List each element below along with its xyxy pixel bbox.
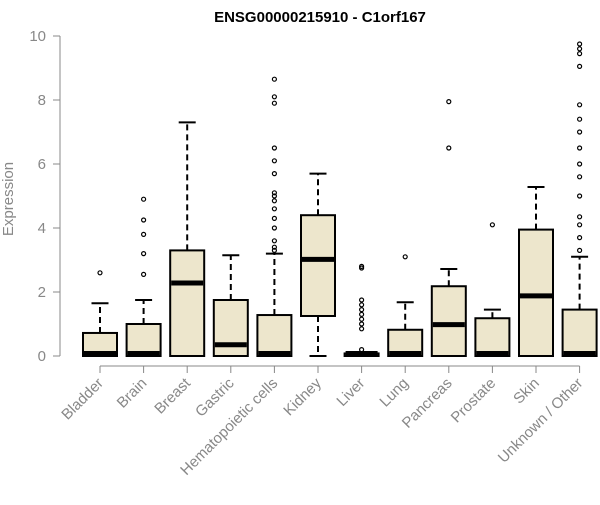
y-tick-label: 4	[38, 220, 46, 237]
outlier-point	[446, 98, 452, 105]
outlier-point	[576, 129, 583, 135]
outlier-point	[359, 326, 365, 332]
box-body	[169, 249, 206, 357]
outlier-point	[576, 63, 583, 70]
outlier-point	[489, 222, 495, 228]
outlier-point	[141, 217, 147, 223]
box-kidney	[300, 172, 336, 357]
outlier-point	[359, 297, 365, 303]
outlier-point	[576, 174, 583, 180]
box-prostate	[474, 222, 511, 357]
outlier-point	[576, 161, 583, 167]
box-liver	[343, 263, 380, 358]
x-tick-label: Skin	[510, 375, 543, 408]
x-tick-label: Liver	[333, 375, 368, 410]
outlier-point	[576, 46, 583, 52]
box-body	[518, 228, 554, 358]
outlier-point	[576, 247, 583, 253]
y-axis: 0 2 4 6 8 10	[29, 28, 61, 365]
box-body	[300, 214, 336, 317]
x-tick-label: Bladder	[58, 375, 107, 424]
outlier-point	[576, 235, 583, 241]
box-series	[82, 41, 598, 358]
outlier-point	[271, 238, 277, 244]
outlier-point	[359, 321, 365, 327]
outlier-point	[576, 222, 583, 228]
outlier-point	[271, 76, 277, 82]
outlier-point	[576, 102, 583, 108]
y-tick-label: 10	[29, 28, 46, 45]
outlier-point	[359, 307, 365, 313]
outlier-point	[446, 145, 452, 151]
y-tick-label: 0	[38, 348, 46, 365]
outlier-point	[141, 251, 147, 257]
outlier-point	[271, 100, 277, 106]
box-body	[430, 285, 467, 357]
x-tick-label: Prostate	[448, 375, 500, 427]
box-body	[125, 323, 162, 357]
outlier-point	[141, 231, 147, 237]
outlier-point	[271, 247, 277, 253]
outlier-point	[359, 347, 365, 353]
x-tick-label: Kidney	[280, 374, 325, 419]
box-brain	[125, 196, 162, 357]
outlier-point	[271, 198, 277, 204]
outlier-point	[271, 215, 277, 221]
outlier-point	[576, 214, 583, 220]
outlier-point	[359, 311, 365, 317]
box-bladder	[82, 270, 118, 357]
box-unknown-other	[561, 41, 598, 358]
box-lung	[387, 254, 424, 358]
outlier-point	[576, 50, 583, 57]
outlier-point	[141, 271, 147, 277]
box-hematopoietic-cells	[256, 76, 293, 358]
x-tick-label: Breast	[151, 374, 194, 417]
outlier-point	[271, 225, 277, 231]
box-body	[212, 299, 249, 357]
y-tick-label: 8	[38, 92, 46, 109]
box-body	[474, 317, 511, 357]
outlier-point	[576, 145, 583, 151]
y-axis-label: Expression	[0, 162, 17, 236]
outlier-point	[271, 206, 277, 212]
x-tick-label: Lung	[376, 375, 412, 411]
outlier-point	[271, 171, 277, 177]
outlier-point	[402, 254, 408, 260]
outlier-point	[271, 244, 277, 250]
outlier-point	[271, 158, 277, 164]
outlier-point	[271, 94, 277, 100]
outlier-point	[271, 145, 277, 151]
outlier-point	[141, 196, 147, 202]
outlier-point	[97, 270, 103, 276]
box-body	[561, 308, 598, 358]
box-body	[256, 314, 293, 358]
outlier-point	[359, 302, 365, 308]
x-tick-label: Brain	[114, 375, 151, 412]
box-skin	[518, 186, 554, 358]
box-pancreas	[430, 98, 467, 357]
outlier-point	[359, 263, 365, 269]
outlier-point	[576, 116, 583, 122]
box-gastric	[212, 254, 249, 357]
outlier-point	[576, 193, 583, 199]
outlier-point	[271, 193, 277, 199]
outlier-point	[271, 190, 277, 196]
box-breast	[169, 121, 206, 357]
outlier-point	[576, 41, 583, 47]
outlier-point	[359, 316, 365, 322]
chart-title: ENSG00000215910 - C1orf167	[214, 9, 426, 26]
y-tick-label: 6	[38, 156, 46, 173]
y-tick-label: 2	[38, 284, 46, 301]
